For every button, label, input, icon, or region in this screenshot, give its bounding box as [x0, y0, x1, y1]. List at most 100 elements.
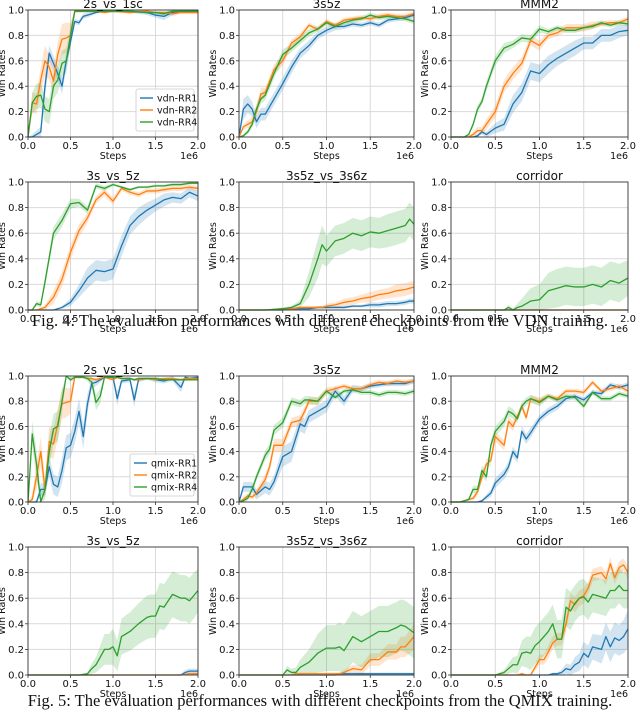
x-tick-label: 0.5 — [487, 679, 503, 690]
x-axis-multiplier: 1e6 — [180, 324, 198, 335]
confidence-band-qmix-rr4 — [28, 568, 198, 675]
confidence-band-qmix-rr4 — [451, 389, 628, 502]
series-line-vdn-rr4 — [27, 10, 198, 138]
y-tick-label: 0.6 — [219, 229, 235, 240]
subplot-title: 2s_vs_1sc — [83, 363, 143, 377]
y-tick-label: 0.4 — [431, 82, 447, 93]
y-axis-label: Win Rates — [420, 415, 431, 463]
subplot-2s-vs-1sc-fig5: 0.0 0.5 1.0 1.5 2.0 0.0 0.2 0.4 0.6 0.8 1.0 2s_vs_1… — [0, 363, 206, 527]
x-tick-label: 0.0 — [231, 141, 247, 152]
x-tick-label: 1.0 — [532, 679, 548, 690]
x-tick-label: 0.5 — [275, 141, 291, 152]
y-tick-label: 0.6 — [431, 56, 447, 67]
x-tick-label: 0.5 — [487, 314, 503, 325]
y-tick-label: 0.4 — [8, 82, 24, 93]
y-axis-label: Win Rates — [0, 222, 8, 270]
legend-box — [135, 88, 195, 132]
legend-label: qmix-RR2 — [151, 471, 197, 482]
x-tick-label: 0.0 — [231, 679, 247, 690]
subplot-3s-vs-5z-fig4: 0.0 0.5 1.0 1.5 2.0 0.0 0.2 0.4 0.6 0.8 1.0 3s_vs_5… — [0, 169, 206, 335]
subplot-title: 3s_vs_5z — [86, 534, 139, 548]
x-tick-label: 0.5 — [63, 314, 79, 325]
series-line-vdn-rr2 — [28, 186, 199, 311]
x-tick-label: 2.0 — [620, 314, 636, 325]
series-line-qmix-rr4 — [238, 389, 415, 503]
y-axis-label: Win Rates — [0, 50, 8, 98]
x-tick-label: 2.0 — [620, 679, 636, 690]
y-axis-label: Win Rates — [0, 415, 8, 463]
x-tick-label: 0.0 — [443, 141, 459, 152]
y-tick-label: 0.0 — [8, 498, 24, 509]
x-tick-label: 1.0 — [105, 314, 121, 325]
y-tick-label: 1.0 — [8, 6, 24, 17]
x-tick-label: 0.0 — [231, 506, 247, 517]
x-tick-label: 0.0 — [20, 314, 36, 325]
x-tick-label: 2.0 — [190, 506, 206, 517]
y-tick-label: 0.2 — [8, 645, 24, 656]
x-tick-label: 1.5 — [148, 679, 164, 690]
x-tick-label: 2.0 — [406, 506, 422, 517]
x-axis-label: Steps — [100, 689, 127, 700]
subplot-title: 3s5z — [313, 0, 341, 11]
x-tick-label: 1.0 — [105, 141, 121, 152]
y-tick-label: 1.0 — [431, 178, 447, 189]
x-tick-label: 0.5 — [63, 141, 79, 152]
y-axis-label: Win Rates — [208, 415, 219, 463]
y-tick-label: 1.0 — [219, 372, 235, 383]
series-line-vdn-rr2 — [239, 286, 415, 311]
subplot-title: 3s5z — [313, 363, 341, 377]
series-line-qmix-rr4 — [28, 590, 199, 676]
subplot-3s5z-vs-3s6z-fig5: 0.0 0.5 1.0 1.5 2.0 0.0 0.2 0.4 0.6 0.8 1.0 3s5z_vs… — [208, 534, 422, 700]
x-axis-label: Steps — [100, 324, 127, 335]
confidence-band-vdn-rr1 — [451, 25, 628, 138]
y-tick-label: 0.6 — [219, 422, 235, 433]
x-axis-multiplier: 1e6 — [396, 689, 414, 700]
y-tick-label: 0.0 — [219, 498, 235, 509]
x-tick-label: 1.5 — [148, 141, 164, 152]
x-tick-label: 1.5 — [576, 314, 592, 325]
series-line-qmix-rr4 — [451, 391, 629, 503]
series-line-qmix-rr4 — [451, 584, 628, 676]
x-tick-label: 1.5 — [576, 679, 592, 690]
y-tick-label: 0.6 — [8, 594, 24, 605]
figure-5-caption: Fig. 5: The evaluation performances with… — [27, 691, 613, 710]
y-axis-label: Win Rates — [208, 222, 219, 270]
y-tick-label: 0.0 — [219, 133, 235, 144]
confidence-band-qmix-rr2 — [239, 623, 414, 675]
x-tick-label: 1.0 — [319, 314, 335, 325]
series-line-vdn-rr4 — [28, 182, 198, 311]
y-tick-label: 0.2 — [8, 472, 24, 483]
subplot-title: 3s5z_vs_3s6z — [286, 169, 367, 183]
x-tick-label: 1.0 — [105, 679, 121, 690]
x-tick-label: 0.0 — [443, 314, 459, 325]
y-axis-label: Win Rates — [420, 222, 431, 270]
y-tick-label: 0.2 — [431, 472, 447, 483]
x-axis-label: Steps — [313, 516, 340, 527]
y-tick-label: 0.0 — [431, 133, 447, 144]
x-axis-multiplier: 1e6 — [180, 516, 198, 527]
x-tick-label: 2.0 — [190, 679, 206, 690]
confidence-band-qmix-rr2 — [451, 379, 628, 502]
legend-label: vdn-RR2 — [157, 106, 197, 117]
x-axis-label: Steps — [526, 151, 553, 162]
y-tick-label: 0.2 — [219, 107, 235, 118]
y-tick-label: 0.6 — [8, 229, 24, 240]
confidence-band-qmix-rr2 — [28, 376, 198, 502]
x-tick-label: 0.5 — [275, 314, 291, 325]
x-axis-multiplier: 1e6 — [610, 324, 628, 335]
y-tick-label: 0.4 — [219, 447, 235, 458]
series-line-qmix-rr4 — [239, 624, 415, 676]
subplot-title: MMM2 — [520, 363, 559, 377]
x-axis-multiplier: 1e6 — [610, 516, 628, 527]
x-tick-label: 0.5 — [63, 506, 79, 517]
x-tick-label: 2.0 — [190, 314, 206, 325]
y-tick-label: 0.6 — [8, 56, 24, 67]
confidence-band-qmix-rr1 — [239, 378, 414, 502]
y-tick-label: 0.2 — [219, 645, 235, 656]
y-tick-label: 1.0 — [431, 6, 447, 17]
y-tick-label: 0.6 — [431, 594, 447, 605]
subplot-corridor-fig4: 0.0 0.5 1.0 1.5 2.0 0.0 0.2 0.4 0.6 0.8 1.0 corrido… — [420, 169, 636, 335]
legend-label: vdn-RR1 — [157, 94, 197, 105]
x-tick-label: 1.5 — [362, 314, 378, 325]
